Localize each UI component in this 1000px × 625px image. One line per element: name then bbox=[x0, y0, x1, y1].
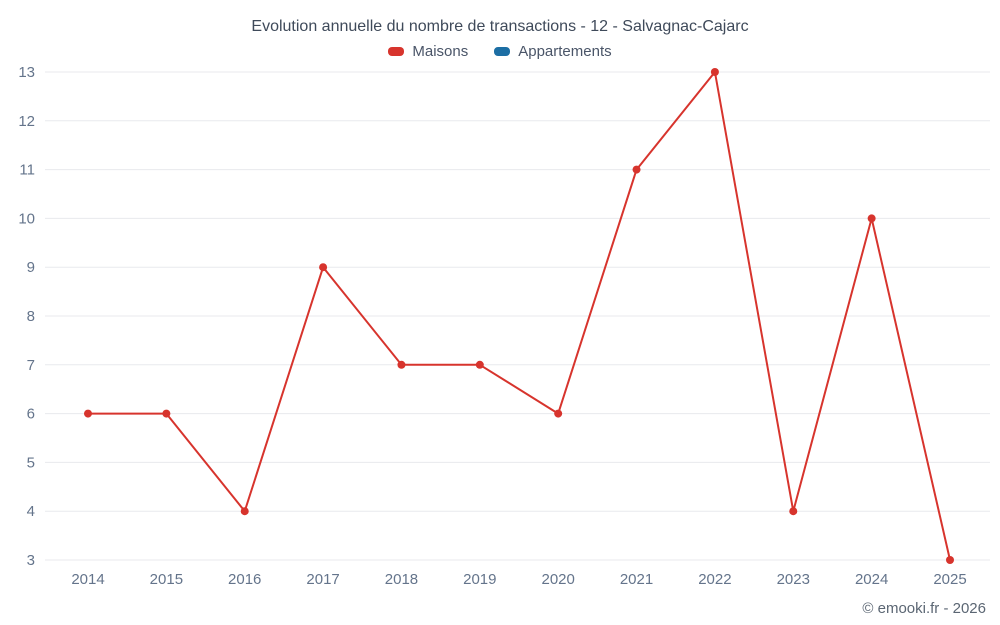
chart-title: Evolution annuelle du nombre de transact… bbox=[251, 18, 749, 35]
svg-text:8: 8 bbox=[27, 308, 35, 325]
svg-text:4: 4 bbox=[27, 503, 35, 520]
svg-text:2016: 2016 bbox=[228, 571, 261, 588]
svg-text:12: 12 bbox=[18, 113, 35, 130]
svg-text:2015: 2015 bbox=[150, 571, 183, 588]
svg-text:2024: 2024 bbox=[855, 571, 888, 588]
line-chart: 3 4 5 6 7 8 9 10 11 12 13 2014 2015 2016 2017 2018 2019 2… bbox=[18, 64, 990, 588]
legend-label-maisons: Maisons bbox=[412, 42, 469, 60]
svg-text:2022: 2022 bbox=[698, 571, 731, 588]
svg-text:2018: 2018 bbox=[385, 571, 418, 588]
copyright: © emooki.fr - 2026 bbox=[862, 600, 986, 617]
svg-text:6: 6 bbox=[27, 406, 35, 423]
legend: Maisons Appartements bbox=[0, 38, 1000, 64]
legend-item-appartements[interactable]: Appartements bbox=[494, 42, 612, 60]
svg-text:13: 13 bbox=[18, 64, 35, 81]
maisons-swatch-icon bbox=[388, 46, 405, 56]
svg-text:9: 9 bbox=[27, 259, 35, 276]
svg-text:3: 3 bbox=[27, 552, 35, 569]
svg-text:2023: 2023 bbox=[777, 571, 810, 588]
svg-text:2014: 2014 bbox=[71, 571, 104, 588]
svg-text:7: 7 bbox=[27, 357, 35, 374]
svg-text:2025: 2025 bbox=[933, 571, 966, 588]
svg-text:5: 5 bbox=[27, 454, 35, 471]
legend-label-appartements: Appartements bbox=[518, 42, 612, 60]
legend-item-maisons[interactable]: Maisons bbox=[388, 43, 468, 60]
svg-text:2020: 2020 bbox=[541, 571, 574, 588]
svg-text:10: 10 bbox=[18, 210, 35, 227]
svg-text:2021: 2021 bbox=[620, 571, 653, 588]
svg-text:11: 11 bbox=[19, 162, 35, 179]
appartements-swatch-icon bbox=[494, 46, 511, 56]
svg-text:2019: 2019 bbox=[463, 571, 496, 588]
svg-text:2017: 2017 bbox=[306, 571, 339, 588]
